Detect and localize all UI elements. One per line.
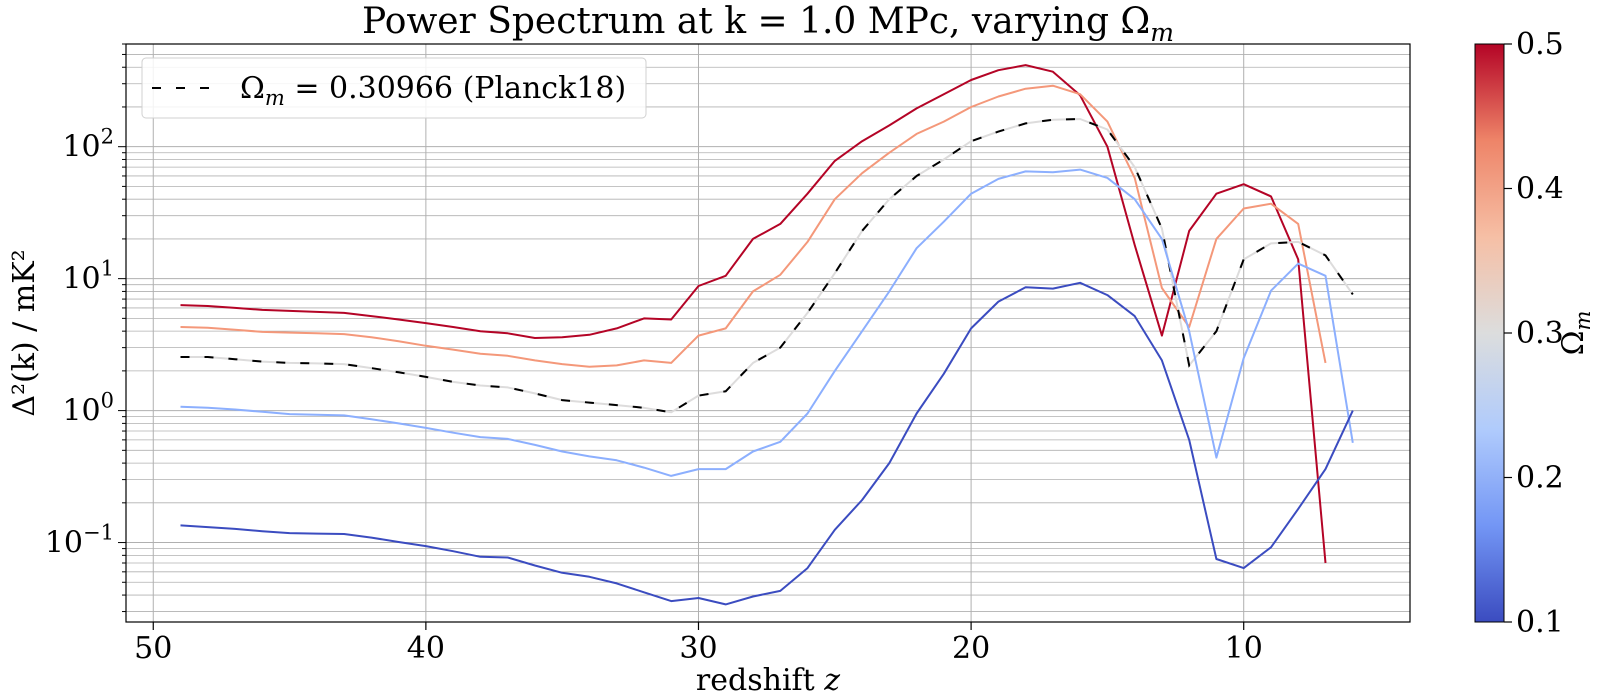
y-tick-label: 10−1 bbox=[45, 521, 114, 561]
x-tick-label: 20 bbox=[952, 631, 990, 666]
y-axis-label: Δ²(k) / mK² bbox=[7, 249, 42, 416]
legend-box bbox=[141, 57, 647, 119]
colorbar-tick-label: 0.3 bbox=[1516, 316, 1564, 351]
y-tick-label: 100 bbox=[62, 389, 114, 429]
colorbar-ticks: 0.1 0.2 0.3 0.4 0.5 bbox=[1504, 27, 1564, 640]
colorbar: 0.1 0.2 0.3 0.4 0.5 Ωm bbox=[1474, 27, 1595, 640]
colorbar-label: Ωm bbox=[1556, 311, 1595, 356]
series-line-omega-0.4 bbox=[180, 84, 1327, 368]
grid bbox=[126, 43, 1410, 622]
y-tick-label: 101 bbox=[62, 257, 114, 297]
x-tick-label: 40 bbox=[407, 631, 445, 666]
plot-frame bbox=[125, 43, 1411, 623]
series-lines bbox=[180, 64, 1354, 606]
series-dash-overlay-omega-0.30966 bbox=[180, 117, 1354, 414]
x-tick-label: 10 bbox=[1225, 631, 1263, 666]
legend-entry-label: Ωm = 0.30966 (Planck18) bbox=[240, 71, 626, 110]
colorbar-tick-label: 0.1 bbox=[1516, 605, 1564, 640]
series-line-omega-0.5 bbox=[180, 64, 1327, 564]
legend: Ωm = 0.30966 (Planck18) bbox=[141, 57, 647, 119]
axis-ticks: 50 40 30 20 10 10−1 100 101 102 bbox=[45, 43, 1263, 666]
x-tick-label: 50 bbox=[134, 631, 172, 666]
colorbar-tick-label: 0.5 bbox=[1516, 27, 1564, 62]
series-line-omega-0.2 bbox=[180, 168, 1354, 477]
x-axis-label: redshift z bbox=[696, 663, 840, 698]
y-tick-label: 102 bbox=[62, 125, 114, 165]
colorbar-gradient bbox=[1474, 43, 1505, 623]
series-line-omega-0.1 bbox=[180, 281, 1354, 606]
series-line-omega-0.30966 bbox=[180, 118, 1354, 414]
x-tick-label: 30 bbox=[679, 631, 717, 666]
chart-title: Power Spectrum at k = 1.0 MPc, varying Ω… bbox=[362, 1, 1174, 47]
colorbar-tick-label: 0.2 bbox=[1516, 461, 1564, 496]
colorbar-tick-label: 0.4 bbox=[1516, 172, 1564, 207]
